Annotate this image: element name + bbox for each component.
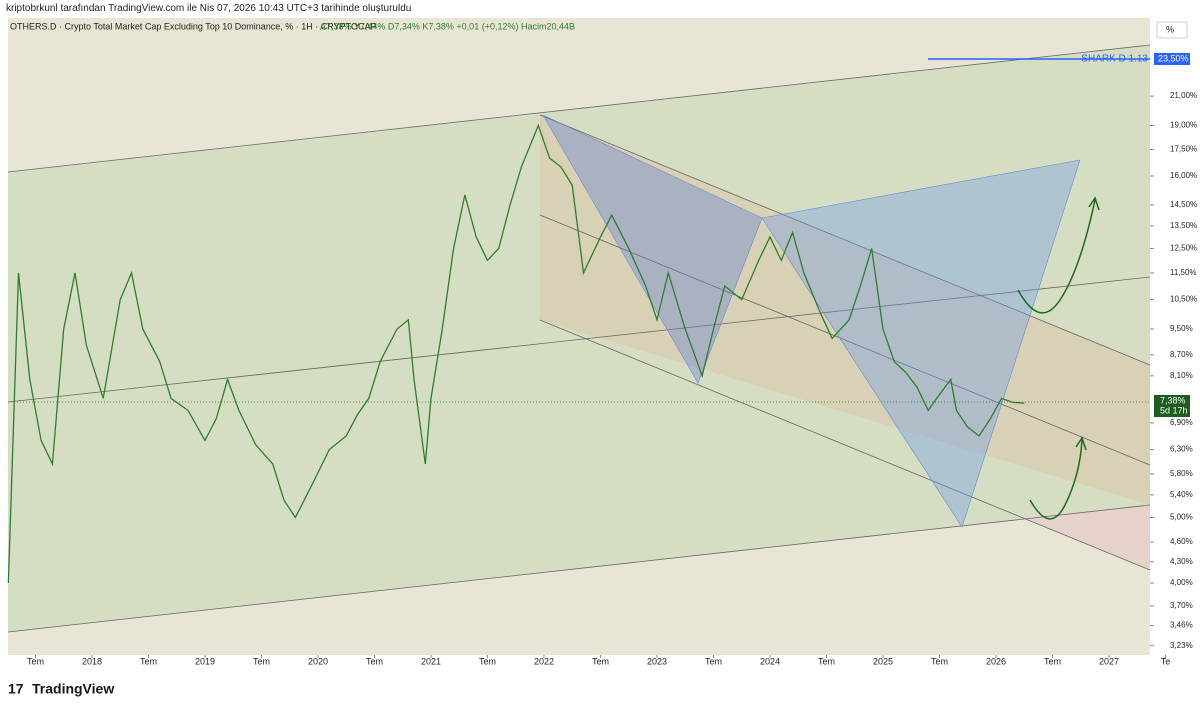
logo-icon: 17 xyxy=(8,681,24,697)
y-tick-label: 19,00% xyxy=(1170,121,1197,130)
y-tick-label: 12,50% xyxy=(1170,244,1197,253)
channel-overlap xyxy=(1022,505,1150,570)
y-tick-label: 3,70% xyxy=(1170,601,1193,610)
y-tick-label: 4,00% xyxy=(1170,578,1193,587)
y-tick-label: 3,23% xyxy=(1170,641,1193,650)
x-tick-label: 2022 xyxy=(534,656,554,666)
y-tick-label: 10,50% xyxy=(1170,295,1197,304)
x-tick-label: 2019 xyxy=(195,656,215,666)
x-tick-label: Tem xyxy=(479,656,496,666)
logo: TradingView xyxy=(32,681,114,697)
x-tick-label: Tem xyxy=(27,656,44,666)
y-tick-label: 11,50% xyxy=(1170,268,1197,277)
y-tick-label: 5,80% xyxy=(1170,469,1193,478)
shark-label: SHARK D 1.13 xyxy=(1081,54,1148,65)
x-tick-label: Tem xyxy=(140,656,157,666)
x-tick-label: Te xyxy=(1161,656,1171,666)
y-tick-label: 16,00% xyxy=(1170,171,1197,180)
last-tag-label: 7,38% xyxy=(1160,395,1186,405)
last-tag xyxy=(1154,395,1190,417)
x-tick-label: 2025 xyxy=(873,656,893,666)
x-tick-label: Tem xyxy=(366,656,383,666)
x-tick-label: 2023 xyxy=(647,656,667,666)
y-tick-label: 17,50% xyxy=(1170,145,1197,154)
harmonic-bcd xyxy=(761,159,1081,528)
x-tick-label: Tem xyxy=(253,656,270,666)
x-tick-label: Tem xyxy=(705,656,722,666)
x-tick-label: 2024 xyxy=(760,656,780,666)
unit-label: % xyxy=(1166,24,1174,34)
x-tick-label: 2026 xyxy=(986,656,1006,666)
projection-arrows xyxy=(1017,196,1100,520)
top-tag-label: 23,50% xyxy=(1158,53,1189,63)
y-tick-label: 13,50% xyxy=(1170,221,1197,230)
y-tick-label: 9,50% xyxy=(1170,324,1193,333)
x-tick-label: 2020 xyxy=(308,656,328,666)
ascending-channel xyxy=(8,45,1150,632)
y-tick-label: 21,00% xyxy=(1170,91,1197,100)
top-tag xyxy=(1154,53,1190,65)
y-tick-label: 8,70% xyxy=(1170,350,1193,359)
x-tick-label: Tem xyxy=(931,656,948,666)
price-line xyxy=(7,123,1025,584)
attribution: kriptobrkunl tarafından TradingView.com … xyxy=(6,3,412,14)
x-tick-label: 2027 xyxy=(1099,656,1119,666)
x-tick-label: Tem xyxy=(818,656,835,666)
x-tick-label: Tem xyxy=(592,656,609,666)
symbol-line: OTHERS.D · Crypto Total Market Cap Exclu… xyxy=(10,21,376,31)
y-tick-label: 5,00% xyxy=(1170,513,1193,522)
trend-lines xyxy=(7,44,1151,633)
x-tick-label: 2021 xyxy=(421,656,441,666)
x-tick-label: 2018 xyxy=(82,656,102,666)
y-tick-label: 14,50% xyxy=(1170,200,1197,209)
harmonic-xab xyxy=(542,114,763,384)
y-tick-label: 6,90% xyxy=(1170,418,1193,427)
y-tick-label: 3,46% xyxy=(1170,621,1193,630)
y-tick-label: 4,60% xyxy=(1170,537,1193,546)
y-tick-label: 6,30% xyxy=(1170,445,1193,454)
unit-button[interactable] xyxy=(1156,21,1188,39)
x-tick-label: Tem xyxy=(1044,656,1061,666)
ohlc: A7,38% Y7,44% D7,34% K7,38% +0,01 (+0,12… xyxy=(320,21,575,31)
y-tick-label: 4,30% xyxy=(1170,557,1193,566)
y-tick-label: 8,10% xyxy=(1170,371,1193,380)
countdown: 5d 17h xyxy=(1160,405,1188,415)
y-tick-label: 5,40% xyxy=(1170,490,1193,499)
